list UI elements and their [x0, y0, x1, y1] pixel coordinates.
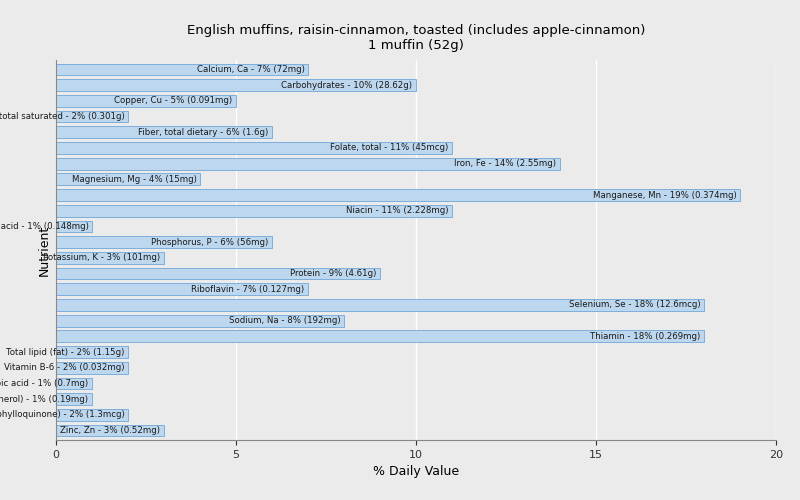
Text: Magnesium, Mg - 4% (15mg): Magnesium, Mg - 4% (15mg): [71, 175, 197, 184]
Bar: [56, 268, 380, 280]
Text: Vitamin K (phylloquinone) - 2% (1.3mcg): Vitamin K (phylloquinone) - 2% (1.3mcg): [0, 410, 125, 420]
Bar: [56, 315, 344, 326]
Text: Carbohydrates - 10% (28.62g): Carbohydrates - 10% (28.62g): [282, 80, 413, 90]
Text: Total lipid (fat) - 2% (1.15g): Total lipid (fat) - 2% (1.15g): [6, 348, 125, 356]
Text: Phosphorus, P - 6% (56mg): Phosphorus, P - 6% (56mg): [151, 238, 269, 246]
Bar: [56, 346, 128, 358]
Text: Copper, Cu - 5% (0.091mg): Copper, Cu - 5% (0.091mg): [114, 96, 233, 106]
Text: Folate, total - 11% (45mcg): Folate, total - 11% (45mcg): [330, 144, 449, 152]
Text: Zinc, Zn - 3% (0.52mg): Zinc, Zn - 3% (0.52mg): [61, 426, 160, 435]
Bar: [56, 126, 272, 138]
Bar: [56, 158, 560, 170]
Y-axis label: Nutrient: Nutrient: [38, 224, 50, 276]
Text: Thiamin - 18% (0.269mg): Thiamin - 18% (0.269mg): [590, 332, 701, 341]
Bar: [56, 409, 128, 421]
Text: Riboflavin - 7% (0.127mg): Riboflavin - 7% (0.127mg): [191, 285, 305, 294]
Title: English muffins, raisin-cinnamon, toasted (includes apple-cinnamon)
1 muffin (52: English muffins, raisin-cinnamon, toaste…: [187, 24, 645, 52]
Bar: [56, 220, 92, 232]
Bar: [56, 95, 236, 106]
Text: Vitamin C, total ascorbic acid - 1% (0.7mg): Vitamin C, total ascorbic acid - 1% (0.7…: [0, 379, 89, 388]
Bar: [56, 394, 92, 405]
Text: Protein - 9% (4.61g): Protein - 9% (4.61g): [290, 269, 377, 278]
Text: Potassium, K - 3% (101mg): Potassium, K - 3% (101mg): [43, 254, 160, 262]
Text: Niacin - 11% (2.228mg): Niacin - 11% (2.228mg): [346, 206, 449, 215]
Bar: [56, 174, 200, 185]
Bar: [56, 378, 92, 390]
Bar: [56, 189, 740, 201]
Text: Manganese, Mn - 19% (0.374mg): Manganese, Mn - 19% (0.374mg): [593, 190, 736, 200]
Bar: [56, 330, 704, 342]
Bar: [56, 236, 272, 248]
Bar: [56, 284, 308, 295]
X-axis label: % Daily Value: % Daily Value: [373, 466, 459, 478]
Text: Selenium, Se - 18% (12.6mcg): Selenium, Se - 18% (12.6mcg): [569, 300, 701, 310]
Bar: [56, 252, 164, 264]
Text: Vitamin B-6 - 2% (0.032mg): Vitamin B-6 - 2% (0.032mg): [4, 364, 125, 372]
Bar: [56, 64, 308, 76]
Text: Fatty acids, total saturated - 2% (0.301g): Fatty acids, total saturated - 2% (0.301…: [0, 112, 125, 121]
Text: Vitamin E (alpha-tocopherol) - 1% (0.19mg): Vitamin E (alpha-tocopherol) - 1% (0.19m…: [0, 394, 89, 404]
Bar: [56, 110, 128, 122]
Text: Fiber, total dietary - 6% (1.6g): Fiber, total dietary - 6% (1.6g): [138, 128, 269, 136]
Text: Pantothenic acid - 1% (0.148mg): Pantothenic acid - 1% (0.148mg): [0, 222, 89, 231]
Text: Iron, Fe - 14% (2.55mg): Iron, Fe - 14% (2.55mg): [454, 159, 557, 168]
Bar: [56, 79, 416, 91]
Text: Sodium, Na - 8% (192mg): Sodium, Na - 8% (192mg): [229, 316, 341, 325]
Bar: [56, 142, 452, 154]
Text: Calcium, Ca - 7% (72mg): Calcium, Ca - 7% (72mg): [197, 65, 305, 74]
Bar: [56, 299, 704, 311]
Bar: [56, 362, 128, 374]
Bar: [56, 424, 164, 436]
Bar: [56, 205, 452, 216]
